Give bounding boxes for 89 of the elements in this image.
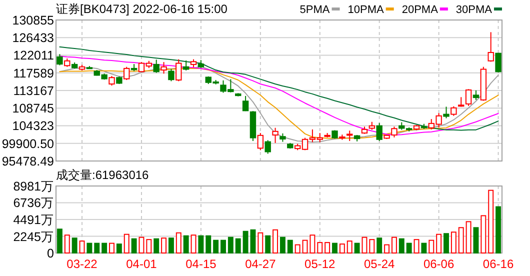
chart-title: 成交量:61963016	[56, 168, 150, 182]
bar	[384, 244, 390, 254]
bar	[168, 238, 174, 254]
bar	[496, 206, 502, 254]
bar	[250, 229, 256, 254]
x-tick-label: 05-24	[364, 257, 396, 271]
bar	[79, 240, 85, 254]
bar	[198, 235, 204, 254]
bar	[86, 242, 92, 254]
bar	[116, 244, 122, 254]
y-tick-label: 6736万	[13, 196, 54, 210]
bar	[190, 234, 196, 254]
bar	[473, 227, 479, 254]
bar	[138, 236, 144, 254]
bar	[176, 232, 182, 254]
x-tick-label: 06-06	[423, 257, 454, 271]
bar	[391, 236, 397, 254]
bar	[332, 242, 338, 254]
legend-label: 10PMA	[348, 4, 384, 16]
bar	[183, 235, 189, 254]
bar	[272, 229, 278, 254]
bar	[480, 215, 486, 254]
bar	[436, 234, 442, 254]
legend-label: 20PMA	[402, 4, 439, 16]
bar	[94, 242, 100, 254]
bar	[102, 242, 108, 254]
bar	[421, 242, 427, 254]
y-tick-label: 130855	[12, 14, 54, 28]
bar	[220, 240, 226, 254]
bar	[362, 236, 368, 254]
y-tick-label: 4491万	[13, 212, 54, 227]
y-tick-label: 126433	[12, 31, 54, 46]
bar	[294, 244, 300, 254]
bar	[444, 233, 449, 254]
bar	[235, 238, 241, 254]
bar	[428, 240, 434, 254]
bar	[488, 190, 494, 254]
bar	[466, 221, 472, 254]
y-tick-label: 117589	[13, 66, 54, 80]
bar	[450, 232, 456, 254]
bar	[161, 238, 167, 254]
bar	[64, 234, 70, 254]
x-tick-label: 04-15	[186, 257, 217, 271]
bar	[280, 236, 286, 254]
y-tick-label: 104323	[12, 119, 54, 134]
y-tick-label: 99900.50	[2, 136, 54, 151]
x-tick-label: 05-12	[304, 257, 336, 271]
bar	[258, 232, 264, 254]
bar	[287, 240, 293, 254]
y-tick-label: 122011	[13, 48, 54, 63]
x-tick-label: 04-01	[126, 257, 158, 271]
bar	[124, 234, 130, 254]
bar	[146, 239, 152, 254]
bar	[310, 234, 316, 254]
bar	[228, 236, 234, 254]
bar	[131, 238, 137, 254]
x-tick-label: 06-16	[482, 257, 514, 271]
x-tick-label: 04-27	[245, 257, 276, 271]
bar	[398, 238, 404, 254]
bar	[206, 235, 212, 254]
legend-label: 5PMA	[300, 4, 330, 16]
line-series	[59, 46, 499, 131]
bar	[339, 244, 345, 254]
bar	[324, 242, 330, 254]
bar	[56, 228, 62, 254]
bar	[317, 242, 323, 254]
bar	[376, 238, 382, 254]
bar	[414, 239, 420, 254]
y-tick-label: 8981万	[13, 180, 54, 194]
y-tick-label: 108745	[12, 102, 54, 116]
bar	[72, 238, 78, 254]
bar	[265, 235, 271, 254]
bar	[109, 242, 114, 254]
y-tick-label: 2245万	[13, 230, 54, 244]
bar	[154, 238, 160, 254]
bar	[369, 239, 375, 254]
y-tick-label: 0	[47, 246, 54, 260]
y-tick-label: 113167	[13, 84, 54, 98]
bar	[302, 240, 308, 254]
x-tick-label: 03-22	[66, 257, 98, 271]
chart-title: 证券[BK0473] 2022-06-16 15:00	[56, 2, 228, 16]
bar	[406, 242, 412, 254]
bar	[354, 242, 360, 254]
bar	[213, 240, 219, 254]
bar	[346, 240, 352, 254]
legend-label: 30PMA	[456, 4, 493, 16]
y-tick-label: 95478.49	[2, 154, 54, 168]
bar	[458, 227, 464, 254]
bar	[242, 230, 248, 254]
